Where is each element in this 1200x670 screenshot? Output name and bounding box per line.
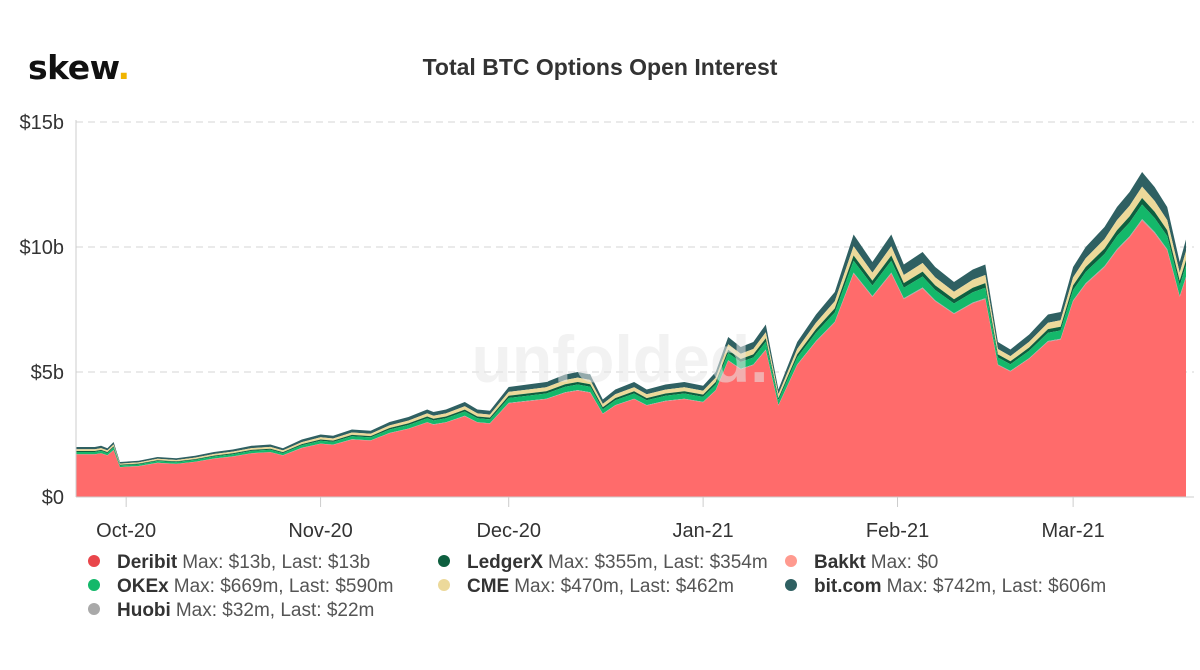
ledgerx-swatch-icon — [438, 555, 450, 567]
y-tick-label: $5b — [31, 362, 64, 384]
legend-item-cme[interactable]: CME Max: $470m, Last: $462m — [438, 576, 734, 598]
x-tick-label: Nov-20 — [288, 520, 352, 542]
x-tick-label: Oct-20 — [96, 520, 156, 542]
okex-swatch-icon — [88, 579, 100, 591]
legend-item-bitcom[interactable]: bit.com Max: $742m, Last: $606m — [785, 576, 1106, 598]
x-tick-label: Dec-20 — [476, 520, 540, 542]
chart-title: Total BTC Options Open Interest — [422, 54, 778, 80]
watermark: unfolded. — [472, 322, 769, 396]
legend-item-ledgerx[interactable]: LedgerX Max: $355m, Last: $354m — [438, 552, 768, 574]
legend-item-bakkt[interactable]: Bakkt Max: $0 — [785, 552, 938, 574]
axes — [75, 120, 1194, 498]
legend-item-deribit[interactable]: Deribit Max: $13b, Last: $13b — [88, 552, 370, 574]
y-tick-label: $0 — [42, 487, 64, 509]
grid-lines — [76, 121, 1194, 373]
deribit-swatch-icon — [88, 555, 100, 567]
area-deribit — [76, 220, 1186, 497]
bitcom-swatch-icon — [785, 579, 797, 591]
cme-swatch-icon — [438, 579, 450, 591]
x-tick-label: Jan-21 — [673, 520, 734, 542]
x-tick-label: Mar-21 — [1041, 520, 1104, 542]
bakkt-swatch-icon — [785, 555, 797, 567]
stacked-areas — [76, 172, 1186, 497]
huobi-swatch-icon — [88, 603, 100, 615]
x-axis-ticks: Oct-20 Nov-20 Dec-20 Jan-21 Feb-21 Mar-21 — [96, 497, 1105, 542]
legend-item-huobi[interactable]: Huobi Max: $32m, Last: $22m — [88, 600, 374, 622]
legend-item-okex[interactable]: OKEx Max: $669m, Last: $590m — [88, 576, 393, 598]
skew-logo: skew. — [28, 48, 130, 87]
y-tick-label: $10b — [20, 237, 65, 259]
y-axis-ticks: $0 $5b $10b $15b — [20, 112, 65, 509]
y-tick-label: $15b — [20, 112, 65, 134]
x-tick-label: Feb-21 — [866, 520, 929, 542]
